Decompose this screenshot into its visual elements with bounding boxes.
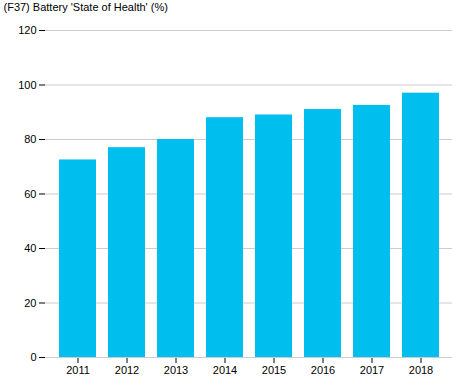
svg-text:120: 120 [18, 24, 36, 36]
svg-text:2013: 2013 [164, 364, 188, 376]
svg-text:80: 80 [24, 133, 36, 145]
svg-text:20: 20 [24, 297, 36, 309]
svg-text:40: 40 [24, 242, 36, 254]
svg-text:2014: 2014 [213, 364, 237, 376]
svg-text:100: 100 [18, 79, 36, 91]
svg-text:(F37) Battery 'State of Health: (F37) Battery 'State of Health' (%) [4, 1, 168, 13]
svg-text:2012: 2012 [115, 364, 139, 376]
svg-text:2011: 2011 [66, 364, 90, 376]
svg-text:2016: 2016 [311, 364, 335, 376]
svg-text:2017: 2017 [360, 364, 384, 376]
svg-text:0: 0 [30, 351, 36, 363]
svg-text:2015: 2015 [262, 364, 286, 376]
svg-text:60: 60 [24, 188, 36, 200]
svg-text:2018: 2018 [409, 364, 433, 376]
